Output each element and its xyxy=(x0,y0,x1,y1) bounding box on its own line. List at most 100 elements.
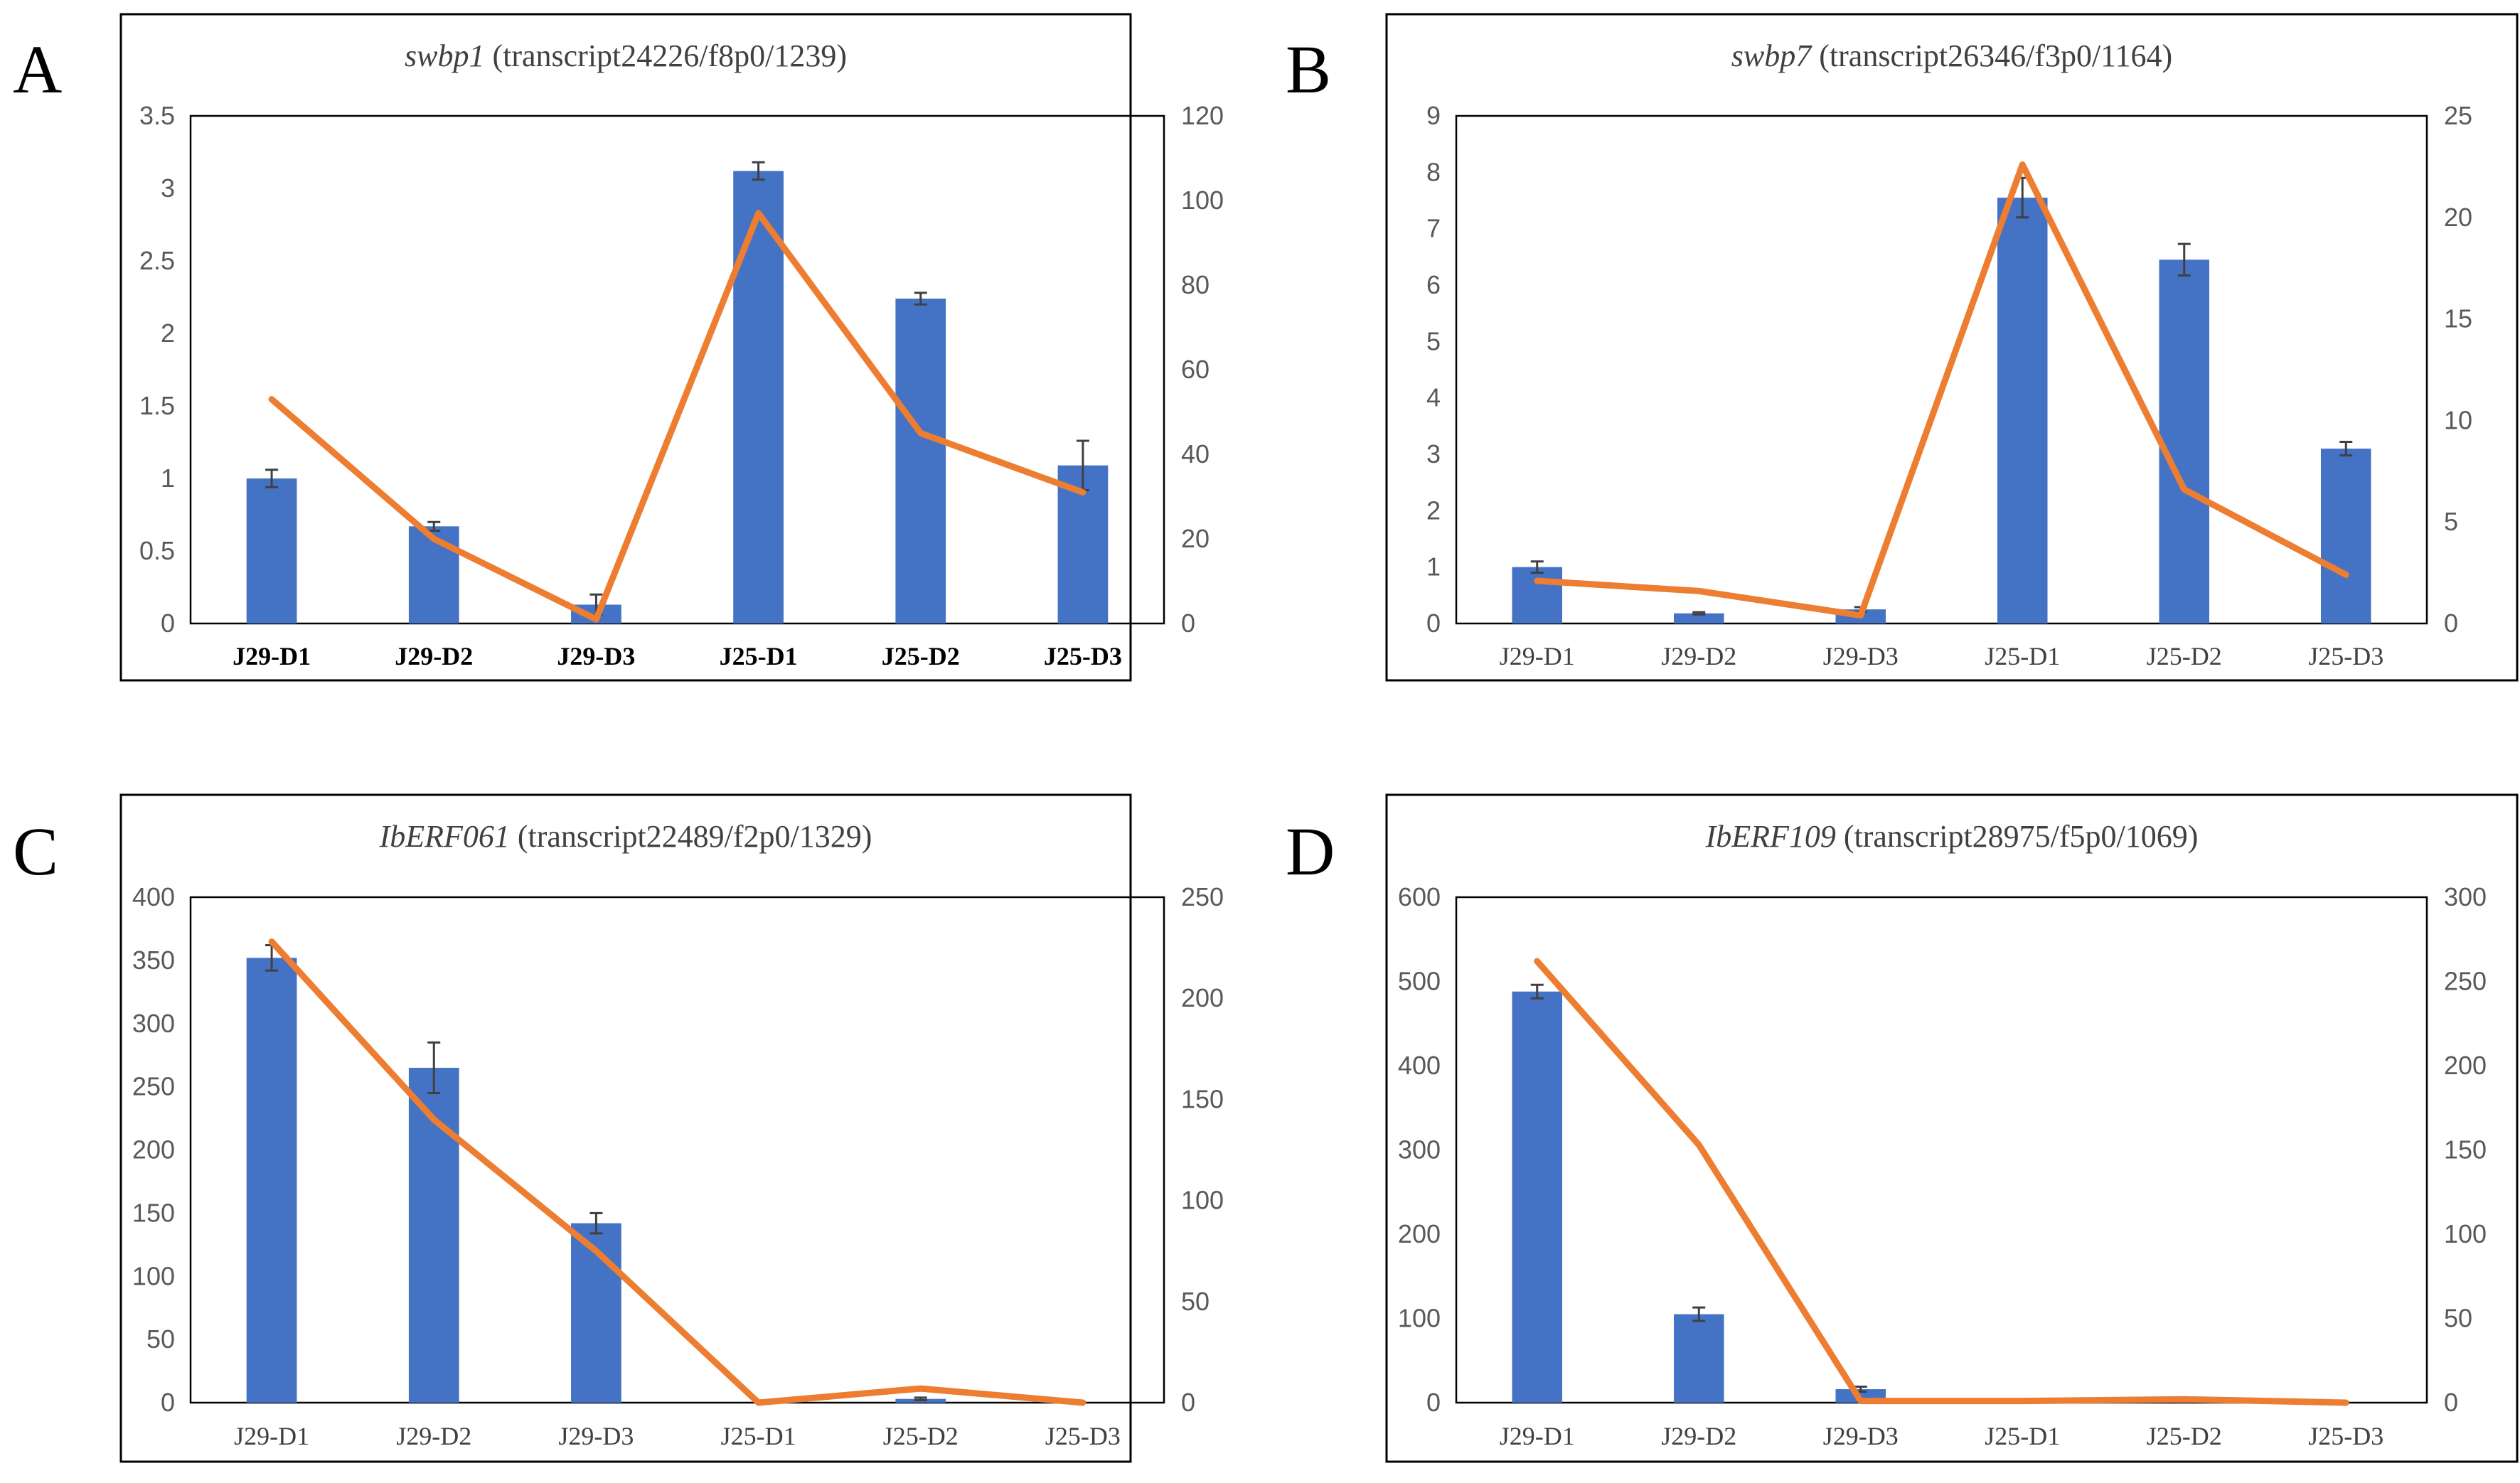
y-left-tick-label: 300 xyxy=(132,1009,175,1038)
y-left-tick-label: 1.5 xyxy=(139,391,175,420)
y-left-tick-label: 150 xyxy=(132,1198,175,1227)
plot-area xyxy=(1455,114,2428,625)
y-left-tick-label: 200 xyxy=(1398,1219,1441,1248)
chart-panel-d: D IbERF109 (transcript28975/f5p0/1069) 0 10… xyxy=(1286,793,2519,1463)
y-left-tick-label: 200 xyxy=(132,1135,175,1165)
y-left-tick-label: 2.5 xyxy=(139,246,175,275)
y-left-tick-label: 2 xyxy=(1426,496,1441,525)
plot-area xyxy=(1455,896,2428,1404)
y-left-tick-label: 400 xyxy=(1398,1051,1441,1080)
error-bar xyxy=(1692,1306,1706,1322)
y-left-tick-label: 9 xyxy=(1426,101,1441,130)
panel-frame xyxy=(119,13,1132,682)
x-category-label: J29-D3 xyxy=(1823,642,1899,670)
y-left-tick-label: 0 xyxy=(161,609,175,638)
y-left-tick-label: 600 xyxy=(1398,882,1441,911)
y-left-tick-label: 5 xyxy=(1426,326,1441,355)
y-right-tick-label: 80 xyxy=(1181,270,1210,299)
x-category-label: J25-D3 xyxy=(1044,642,1122,670)
x-category-label: J25-D3 xyxy=(2308,1422,2383,1450)
error-bar xyxy=(914,291,927,306)
plot-area xyxy=(189,896,1165,1404)
panel-letter: D xyxy=(1286,813,1335,889)
y-left-tick-label: 0 xyxy=(161,1388,175,1417)
y-right-tick-label: 250 xyxy=(2444,967,2487,996)
y-right-tick-label: 50 xyxy=(2444,1304,2472,1333)
chart-title-transcript: (transcript26346/f3p0/1164) xyxy=(1811,38,2172,73)
x-category-label: J29-D1 xyxy=(233,642,311,670)
y-right-tick-label: 250 xyxy=(1181,882,1224,911)
chart-title-gene: IbERF109 xyxy=(1705,819,1836,854)
chart-title-transcript: (transcript24226/f8p0/1239) xyxy=(484,38,847,73)
line-series xyxy=(268,210,1087,623)
error-bar xyxy=(914,1396,927,1401)
x-category-label: J25-D3 xyxy=(1045,1422,1121,1450)
x-category-label: J29-D1 xyxy=(234,1422,309,1450)
x-category-label: J29-D1 xyxy=(1500,642,1575,670)
y-left-tick-label: 100 xyxy=(1398,1304,1441,1333)
x-category-label: J29-D2 xyxy=(1661,642,1736,670)
line-series xyxy=(1534,161,2349,619)
y-right-tick-label: 50 xyxy=(1181,1287,1210,1316)
error-bar xyxy=(752,161,765,181)
x-category-label: J29-D2 xyxy=(395,642,473,670)
x-category-label: J25-D2 xyxy=(882,642,960,670)
bar xyxy=(408,526,459,623)
y-right-tick-label: 0 xyxy=(1181,1388,1195,1417)
line-series xyxy=(268,938,1087,1406)
y-right-tick-label: 100 xyxy=(2444,1219,2487,1248)
y-left-tick-label: 3 xyxy=(1426,439,1441,469)
x-category-label: J25-D2 xyxy=(883,1422,959,1450)
y-left-tick-label: 4 xyxy=(1426,383,1441,412)
y-left-tick-label: 0.5 xyxy=(139,536,175,565)
x-category-label: J25-D1 xyxy=(720,642,798,670)
y-right-tick-label: 0 xyxy=(2444,609,2458,638)
y-left-tick-label: 0 xyxy=(1426,1388,1441,1417)
x-category-label: J25-D1 xyxy=(721,1422,796,1450)
chart-title-gene: swbp1 xyxy=(405,38,484,73)
panel-letter: B xyxy=(1286,31,1331,107)
y-right-tick-label: 0 xyxy=(2444,1388,2458,1417)
y-right-tick-label: 100 xyxy=(1181,186,1224,215)
panel-frame xyxy=(1385,793,2519,1463)
x-category-label: J25-D3 xyxy=(2308,642,2383,670)
y-left-tick-label: 500 xyxy=(1398,967,1441,996)
bar xyxy=(246,478,297,623)
y-right-tick-label: 120 xyxy=(1181,101,1224,130)
y-left-tick-label: 3.5 xyxy=(139,101,175,130)
bar xyxy=(1673,613,1724,623)
bar xyxy=(246,958,297,1403)
error-bar xyxy=(1530,560,1544,574)
error-bar xyxy=(589,1211,603,1235)
y-left-tick-label: 1 xyxy=(161,464,175,493)
y-right-tick-label: 40 xyxy=(1181,439,1210,469)
y-left-tick-label: 300 xyxy=(1398,1135,1441,1165)
y-right-tick-label: 150 xyxy=(1181,1084,1224,1113)
y-right-tick-label: 200 xyxy=(1181,983,1224,1012)
x-category-label: J29-D1 xyxy=(1500,1422,1575,1450)
error-bar xyxy=(265,469,279,488)
line-series xyxy=(1534,958,2349,1406)
error-bar xyxy=(1530,983,1544,1000)
y-right-tick-label: 20 xyxy=(1181,524,1210,553)
x-category-label: J29-D2 xyxy=(396,1422,471,1450)
chart-title-transcript: (transcript22489/f2p0/1329) xyxy=(510,819,872,854)
y-left-tick-label: 8 xyxy=(1426,157,1441,186)
y-left-tick-label: 250 xyxy=(132,1072,175,1101)
chart-title: swbp1 (transcript24226/f8p0/1239) xyxy=(405,38,847,73)
y-left-tick-label: 100 xyxy=(132,1261,175,1290)
y-left-tick-label: 400 xyxy=(132,882,175,911)
bar xyxy=(1512,991,1563,1403)
error-bar xyxy=(427,1041,441,1095)
bar xyxy=(895,299,946,623)
y-left-tick-label: 50 xyxy=(146,1324,175,1354)
x-category-label: J25-D1 xyxy=(1985,642,2060,670)
error-bar xyxy=(1692,611,1706,616)
panel-letter: C xyxy=(13,813,58,889)
x-category-label: J25-D2 xyxy=(2147,1422,2222,1450)
bar xyxy=(1997,198,2048,623)
error-bar xyxy=(2177,242,2191,277)
